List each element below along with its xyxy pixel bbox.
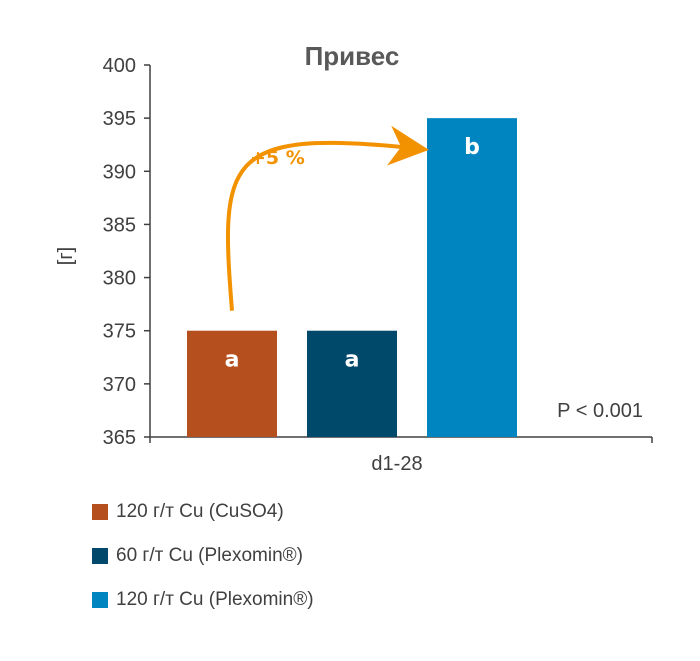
legend-item-plexomin-60: 60 г/т Cu (Plexomin®) xyxy=(92,544,314,568)
legend-swatch xyxy=(92,548,108,564)
y-tick-label: 375 xyxy=(103,321,136,343)
x-category-label: d1-28 xyxy=(371,453,422,475)
legend-swatch xyxy=(92,504,108,520)
y-tick-label: 380 xyxy=(103,268,136,290)
bar-significance-label: a xyxy=(345,348,360,373)
legend-swatch xyxy=(92,592,108,608)
y-tick-label: 395 xyxy=(103,108,136,130)
legend-item-cuso4: 120 г/т Cu (CuSO4) xyxy=(92,500,314,524)
legend-label: 120 г/т Cu (Plexomin®) xyxy=(116,589,314,610)
bars: a a b xyxy=(187,118,517,438)
bar-significance-label: a xyxy=(225,348,240,373)
y-tick-label: 385 xyxy=(103,214,136,236)
bar xyxy=(427,118,517,438)
bar-significance-label: b xyxy=(464,135,480,160)
increase-annotation: +5 % xyxy=(250,147,305,169)
legend: 120 г/т Cu (CuSO4) 60 г/т Cu (Plexomin®)… xyxy=(92,500,314,632)
legend-label: 60 г/т Cu (Plexomin®) xyxy=(116,545,303,566)
bar xyxy=(307,330,397,437)
chart-title: Привес xyxy=(305,41,400,71)
y-tick-label: 370 xyxy=(103,374,136,396)
y-tick-label: 400 xyxy=(103,55,136,77)
y-axis-label: [г] xyxy=(55,247,77,265)
axes: 365 370 375 380 385 390 395 400 d1-28 xyxy=(103,55,653,475)
increase-arrow xyxy=(225,125,429,311)
y-tick-label: 365 xyxy=(103,427,136,449)
bar xyxy=(187,330,277,437)
legend-item-plexomin-120: 120 г/т Cu (Plexomin®) xyxy=(92,588,314,612)
legend-label: 120 г/т Cu (CuSO4) xyxy=(116,501,284,522)
p-value-label: P < 0.001 xyxy=(557,400,643,422)
y-tick-label: 390 xyxy=(103,161,136,183)
